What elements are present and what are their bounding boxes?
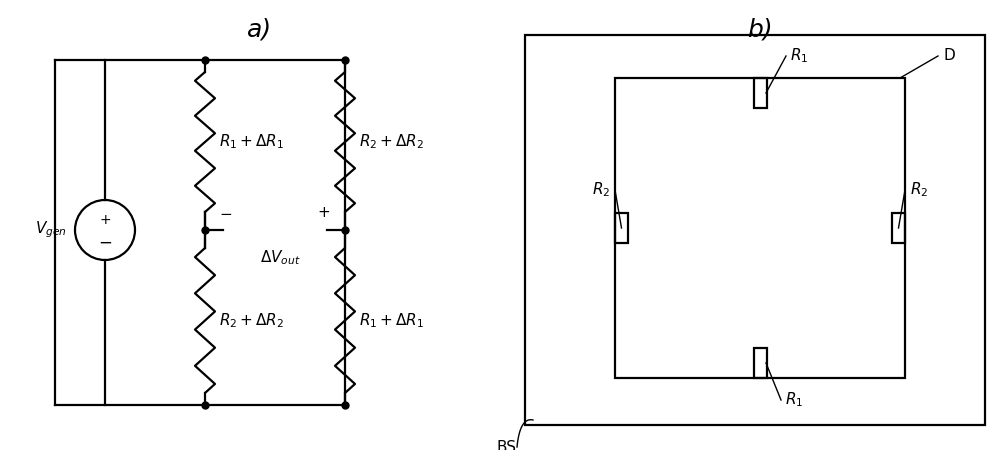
Text: $-$: $-$ (98, 233, 112, 251)
Bar (754, 348, 767, 378)
Text: b): b) (747, 18, 773, 42)
Bar (615, 78, 905, 378)
Text: D: D (943, 49, 955, 63)
Text: $R_2+\Delta R_2$: $R_2+\Delta R_2$ (359, 133, 424, 151)
Text: $R_2$: $R_2$ (910, 180, 928, 199)
Text: $R_2+\Delta R_2$: $R_2+\Delta R_2$ (219, 311, 284, 330)
Text: $-$: $-$ (219, 205, 233, 220)
Bar (892, 213, 905, 243)
Text: $\Delta V_{out}$: $\Delta V_{out}$ (260, 249, 300, 267)
Text: $R_2$: $R_2$ (592, 180, 610, 199)
Text: $R_1$: $R_1$ (790, 47, 808, 65)
Text: $V_{gen}$: $V_{gen}$ (35, 220, 67, 240)
Text: $R_1+\Delta R_1$: $R_1+\Delta R_1$ (219, 133, 284, 151)
Text: $+$: $+$ (99, 213, 111, 227)
Bar (754, 78, 767, 108)
Text: BS: BS (497, 440, 517, 450)
Text: a): a) (247, 18, 273, 42)
Text: $R_1+\Delta R_1$: $R_1+\Delta R_1$ (359, 311, 424, 330)
Text: $+$: $+$ (317, 205, 331, 220)
Bar (615, 213, 628, 243)
Text: $R_1$: $R_1$ (785, 391, 803, 410)
Bar (525, 35, 985, 425)
